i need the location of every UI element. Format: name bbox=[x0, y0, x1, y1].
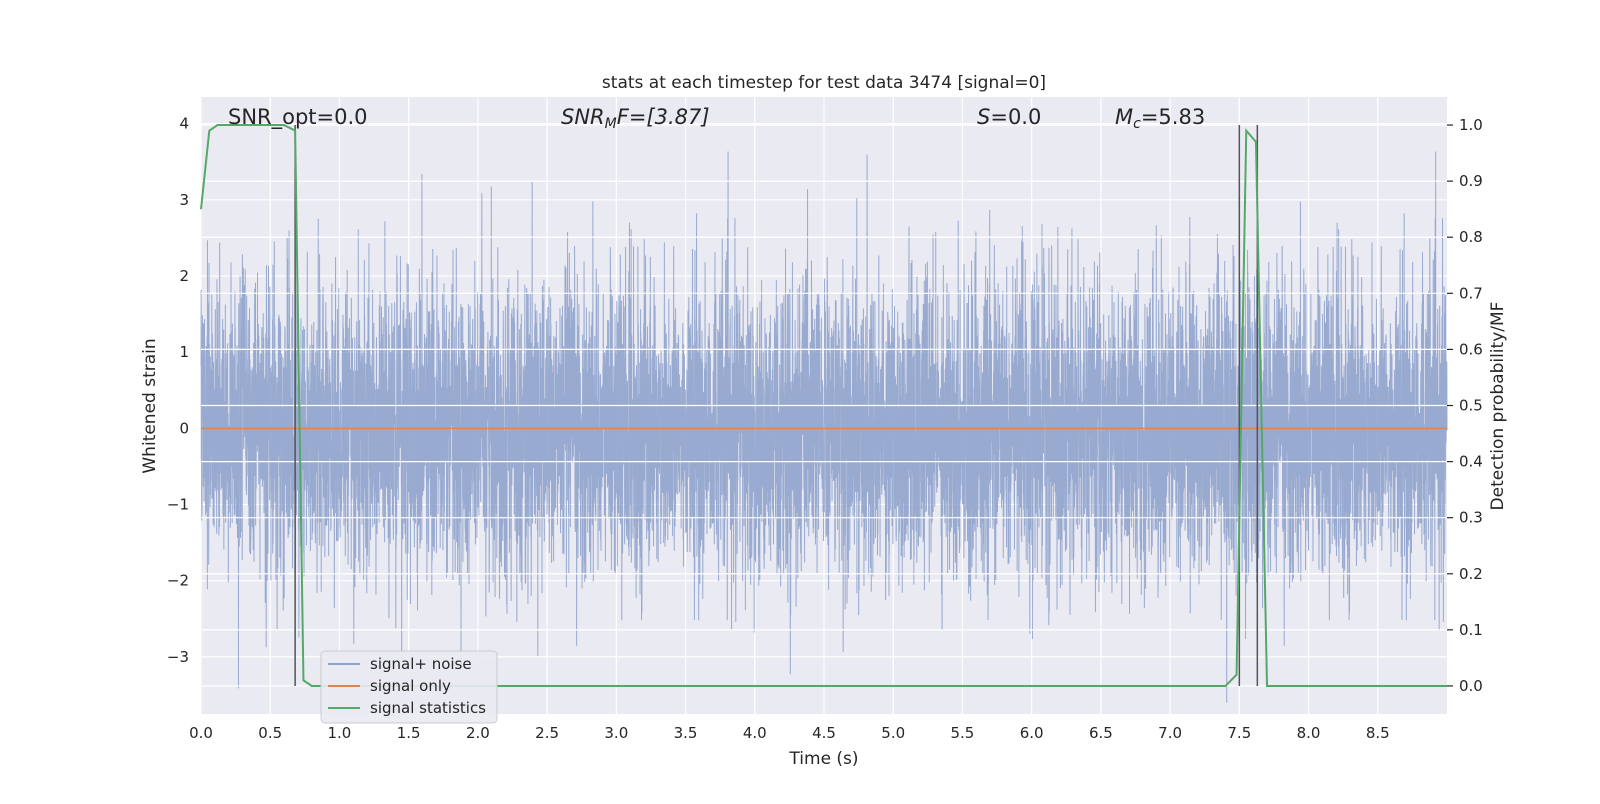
x-tick-label: 6.0 bbox=[1020, 724, 1044, 742]
annotation-mc-rest: =5.83 bbox=[1141, 105, 1205, 129]
y-right-tick-label: 0.3 bbox=[1459, 509, 1483, 527]
annotation-snr-mf-sub: M bbox=[605, 116, 617, 132]
x-axis-label: Time (s) bbox=[788, 749, 858, 769]
y-left-tick-label: −1 bbox=[167, 496, 189, 514]
y-right-tick-label: 0.1 bbox=[1459, 621, 1483, 639]
legend-label-signal-statistics: signal statistics bbox=[370, 699, 486, 717]
y-right-tick-label: 0.9 bbox=[1459, 172, 1483, 190]
y-right-tick-label: 0.6 bbox=[1459, 340, 1483, 358]
y-right-tick-label: 1.0 bbox=[1459, 116, 1483, 134]
annotation-mc: Mc=5.83 bbox=[1115, 105, 1205, 132]
legend-box bbox=[320, 650, 498, 724]
annotation-snr-opt: SNR_opt=0.0 bbox=[228, 105, 368, 130]
y-left-tick-label: 2 bbox=[179, 267, 189, 285]
x-tick-label: 4.5 bbox=[812, 724, 836, 742]
signal-statistics-line bbox=[200, 124, 1447, 687]
y-right-axis-label: Detection probability/MF bbox=[1488, 302, 1508, 511]
x-tick-label: 2.5 bbox=[535, 724, 559, 742]
y-left-tick-label: −2 bbox=[167, 572, 189, 590]
y-left-tick-label: 1 bbox=[179, 343, 189, 361]
y-right-tick-label: 0.8 bbox=[1459, 228, 1483, 246]
x-tick-label: 1.0 bbox=[328, 724, 352, 742]
x-tick-label: 5.0 bbox=[881, 724, 905, 742]
y-left-axis-label: Whitened strain bbox=[140, 338, 160, 473]
annotation-snr-mf: SNRMF=[3.87] bbox=[561, 105, 710, 132]
x-tick-label: 2.0 bbox=[466, 724, 490, 742]
annotation-s-rest: =0.0 bbox=[990, 105, 1041, 129]
legend: signal+ noise signal only signal statist… bbox=[320, 650, 498, 724]
x-tick-label: 7.0 bbox=[1158, 724, 1182, 742]
annotation-s-main: S bbox=[977, 105, 990, 129]
x-tick-label: 1.5 bbox=[397, 724, 421, 742]
y-left-axis-ticks: 4 3 2 1 0 −1 −2 −3 bbox=[167, 115, 189, 666]
annotation-mc-sub: c bbox=[1133, 116, 1141, 132]
y-right-tick-label: 0.0 bbox=[1459, 677, 1483, 695]
y-left-tick-label: −3 bbox=[167, 648, 189, 666]
y-right-tick-label: 0.4 bbox=[1459, 453, 1483, 471]
x-tick-label: 4.0 bbox=[743, 724, 767, 742]
x-tick-label: 8.5 bbox=[1366, 724, 1390, 742]
x-tick-label: 0.5 bbox=[258, 724, 282, 742]
annotation-s: S=0.0 bbox=[977, 105, 1041, 129]
y-right-tick-label: 0.2 bbox=[1459, 565, 1483, 583]
x-tick-label: 3.0 bbox=[604, 724, 628, 742]
series-signal-statistics bbox=[200, 124, 1447, 687]
annotation-snr-mf-rest: F=[3.87] bbox=[617, 105, 710, 129]
x-tick-label: 8.0 bbox=[1297, 724, 1321, 742]
annotation-mc-main: M bbox=[1115, 105, 1133, 129]
y-left-tick-label: 3 bbox=[179, 191, 189, 209]
chart-title: stats at each timestep for test data 347… bbox=[602, 73, 1046, 93]
y-left-tick-label: 4 bbox=[179, 115, 189, 133]
legend-label-signal-noise: signal+ noise bbox=[370, 655, 472, 673]
y-right-axis-ticks: 1.0 0.9 0.8 0.7 0.6 0.5 0.4 0.3 0.2 0.1 0.0 bbox=[1447, 116, 1483, 695]
legend-label-signal-only: signal only bbox=[370, 677, 451, 695]
annotation-snr-mf-main: SNR bbox=[561, 105, 605, 129]
y-right-tick-label: 0.7 bbox=[1459, 284, 1483, 302]
x-tick-label: 5.5 bbox=[951, 724, 975, 742]
y-right-tick-label: 0.5 bbox=[1459, 397, 1483, 415]
x-tick-label: 6.5 bbox=[1089, 724, 1113, 742]
x-tick-label: 3.5 bbox=[674, 724, 698, 742]
x-axis-ticks: 0.0 0.5 1.0 1.5 2.0 2.5 3.0 3.5 4.0 4.5 5.0 5.5 6.0 6… bbox=[189, 724, 1390, 742]
y-left-tick-label: 0 bbox=[179, 419, 189, 437]
x-tick-label: 0.0 bbox=[189, 724, 213, 742]
x-tick-label: 7.5 bbox=[1227, 724, 1251, 742]
